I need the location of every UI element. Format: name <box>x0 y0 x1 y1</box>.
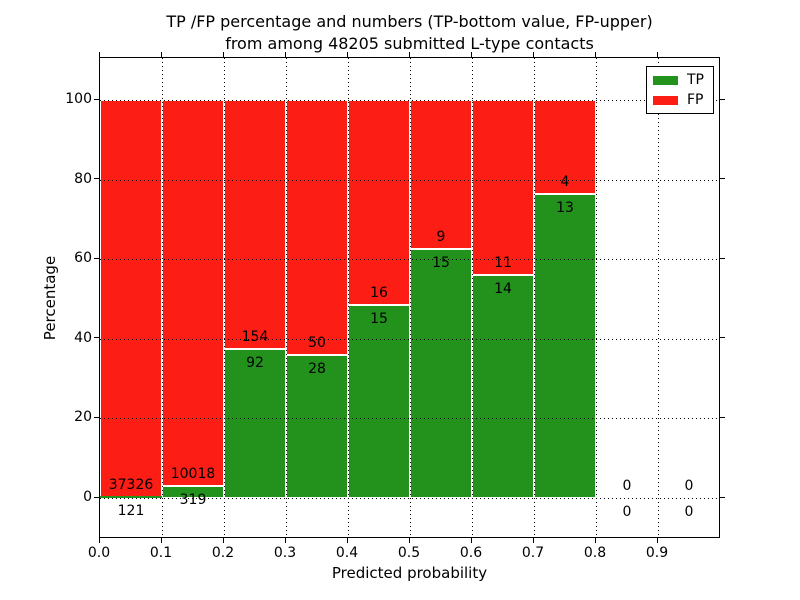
bar-fp-segment <box>100 100 162 497</box>
legend-row-tp: TP <box>647 73 713 87</box>
y-tick-label: 60 <box>74 250 92 267</box>
gridline-vertical <box>657 58 659 537</box>
tp-count-label: 15 <box>370 311 388 328</box>
y-tick-right <box>720 257 725 259</box>
y-tick-label: 20 <box>74 409 92 426</box>
bar-fp-segment <box>224 100 286 350</box>
y-tick-right <box>720 178 725 180</box>
x-tick-bottom <box>594 538 596 543</box>
tp-count-label: 28 <box>308 361 326 378</box>
bar-fp-segment <box>162 100 224 486</box>
fp-count-label: 50 <box>308 335 326 352</box>
fp-count-label: 154 <box>241 329 269 346</box>
legend-swatch-tp <box>653 75 678 85</box>
bar-fp-segment <box>348 100 410 306</box>
legend-row-fp: FP <box>647 93 713 107</box>
y-tick-right <box>720 98 725 100</box>
x-tick-top <box>284 52 286 57</box>
y-tick-left <box>94 416 99 418</box>
bar-fp-segment <box>534 100 596 194</box>
tp-count-label: 92 <box>246 355 264 372</box>
x-tick-bottom <box>656 538 658 543</box>
tp-count-label: 0 <box>622 504 632 520</box>
x-tick-bottom <box>346 538 348 543</box>
bar-tp-segment <box>410 249 472 498</box>
x-tick-label: 0.0 <box>87 545 111 561</box>
fp-count-label: 37326 <box>108 476 154 493</box>
x-tick-top <box>160 52 162 57</box>
legend-label-fp: FP <box>687 92 704 108</box>
y-tick-left <box>94 178 99 180</box>
x-tick-label: 0.6 <box>459 545 483 561</box>
y-tick-right <box>720 496 725 498</box>
chart-title-line2: from among 48205 submitted L-type contac… <box>225 34 594 53</box>
bar-tp-segment <box>534 193 596 498</box>
y-tick-right <box>720 337 725 339</box>
fp-count-label: 0 <box>684 478 694 494</box>
x-tick-top <box>408 52 410 57</box>
x-axis-label: Predicted probability <box>331 564 488 582</box>
x-tick-label: 0.9 <box>645 545 669 561</box>
x-tick-label: 0.4 <box>335 545 359 561</box>
x-tick-top <box>470 52 472 57</box>
x-tick-bottom <box>98 538 100 543</box>
y-axis-label: Percentage <box>41 255 59 341</box>
y-tick-left <box>94 496 99 498</box>
bar-fp-segment <box>410 100 472 250</box>
legend-label-tp: TP <box>687 72 704 88</box>
x-tick-label: 0.7 <box>521 545 545 561</box>
fp-count-label: 9 <box>436 229 446 246</box>
tp-count-label: 15 <box>432 255 450 272</box>
chart-title-line1: TP /FP percentage and numbers (TP-bottom… <box>166 12 653 31</box>
x-tick-top <box>594 52 596 57</box>
y-tick-left <box>94 98 99 100</box>
legend-swatch-fp <box>653 95 678 105</box>
bar-tp-segment <box>224 349 286 498</box>
fp-count-label: 0 <box>622 478 632 494</box>
y-tick-right <box>720 416 725 418</box>
x-tick-label: 0.2 <box>211 545 235 561</box>
x-tick-bottom <box>284 538 286 543</box>
fp-count-label: 11 <box>494 255 512 272</box>
tp-count-label: 0 <box>684 504 694 520</box>
x-tick-bottom <box>470 538 472 543</box>
x-tick-top <box>98 52 100 57</box>
y-tick-left <box>94 257 99 259</box>
bar-tp-segment <box>348 305 410 498</box>
x-tick-bottom <box>160 538 162 543</box>
bar-fp-segment <box>472 100 534 276</box>
fp-count-label: 10018 <box>170 465 216 482</box>
y-tick-label: 40 <box>74 329 92 346</box>
x-tick-bottom <box>222 538 224 543</box>
bar-fp-segment <box>286 100 348 356</box>
bar-tp-segment <box>286 355 348 498</box>
x-tick-top <box>532 52 534 57</box>
x-tick-label: 0.3 <box>273 545 297 561</box>
x-tick-label: 0.5 <box>397 545 421 561</box>
x-tick-label: 0.1 <box>149 545 173 561</box>
tp-count-label: 319 <box>179 491 207 508</box>
x-tick-top <box>222 52 224 57</box>
x-tick-label: 0.8 <box>583 545 607 561</box>
y-tick-label: 80 <box>74 170 92 187</box>
x-tick-top <box>346 52 348 57</box>
tp-count-label: 121 <box>117 502 145 519</box>
bar-tp-segment <box>100 496 162 498</box>
x-tick-bottom <box>532 538 534 543</box>
bar-tp-segment <box>472 275 534 498</box>
tp-count-label: 13 <box>556 199 574 216</box>
x-tick-bottom <box>408 538 410 543</box>
fp-count-label: 4 <box>560 173 570 190</box>
y-tick-left <box>94 337 99 339</box>
x-tick-top <box>656 52 658 57</box>
fp-count-label: 16 <box>370 285 388 302</box>
y-tick-label: 0 <box>83 489 92 505</box>
plot-area: 37326 121 10018 319 154 92 50 28 16 15 9 15 11 14 4 13 0… <box>99 57 720 538</box>
y-tick-label: 100 <box>65 91 92 107</box>
legend: TP FP <box>646 66 714 114</box>
tp-count-label: 14 <box>494 281 512 298</box>
